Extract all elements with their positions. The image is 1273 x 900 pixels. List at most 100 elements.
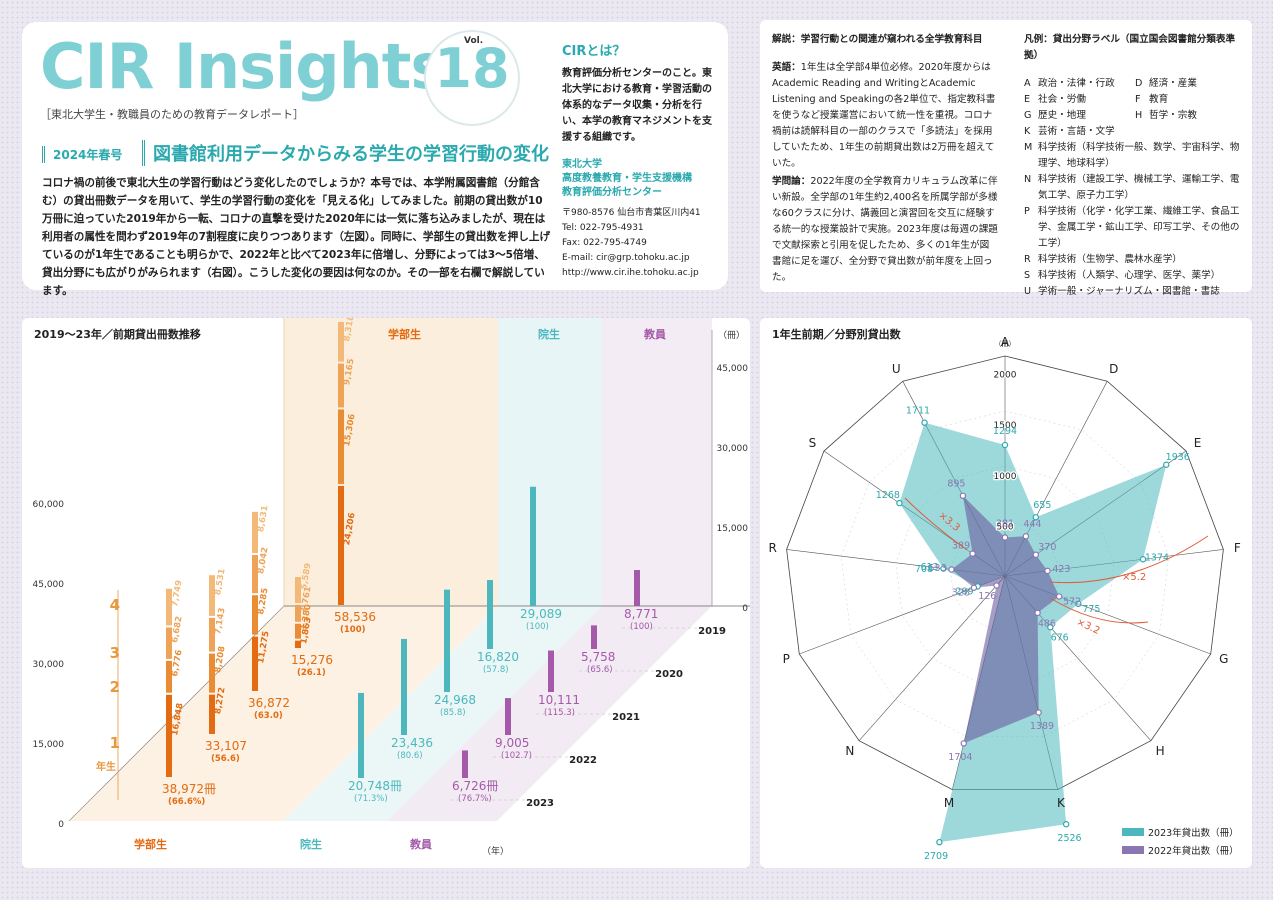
radar-ring-label: 2000	[994, 371, 1017, 381]
radar-axis-label: M	[944, 796, 954, 810]
undergrad-total-label: 15,276	[291, 653, 333, 667]
graduate-total-label: 29,089	[520, 607, 562, 621]
field-radar-chart-title: 1年生前期／分野別貸出数	[772, 328, 901, 341]
english-note: 英語：1年生は全学部4単位必修。2020年度からはAcademic Readin…	[772, 60, 998, 172]
right-axis-tick: 45,000	[717, 364, 749, 374]
radar-axis-label: H	[1156, 744, 1165, 758]
series-2023-point	[921, 419, 928, 426]
left-axis-tick: 45,000	[33, 580, 65, 590]
faculty-total-label: 8,771	[624, 607, 658, 621]
faculty-total-label: 10,111	[538, 693, 580, 707]
graduate-pct-label: (57.8)	[483, 665, 509, 675]
undergrad-stack-bar	[252, 636, 258, 691]
category-row: S 科学技術（人類学、心理学、医学、薬学）	[1024, 268, 1246, 284]
left-axis-tick: 15,000	[33, 740, 65, 750]
radar-ring-label: 1000	[994, 472, 1017, 482]
category-legend-heading: 凡例：貸出分野ラベル（国立国会図書館分類表準拠）	[1024, 34, 1236, 61]
website-link[interactable]: http://www.cir.ihe.tohoku.ac.jp	[562, 268, 699, 278]
category-code: H	[1135, 110, 1143, 121]
graduate-pct-label: (71.3%)	[354, 794, 388, 804]
undergrad-stack-bar	[252, 511, 258, 553]
undergrad-stack-label: 7,143	[213, 607, 228, 635]
undergrad-stack-bar	[295, 604, 301, 622]
undergrad-total-label: 58,536	[334, 610, 376, 624]
category-row: N 科学技術（建設工学、機械工学、運輸工学、電気工学、原子力工学）	[1024, 172, 1246, 204]
faculty-pct-label: (76.7%)	[458, 794, 492, 804]
category-row: P 科学技術（化学・化学工業、繊維工学、食品工学、金属工学・鉱山工学、印写工学、そ…	[1024, 204, 1246, 252]
undergrad-stack-label: 7,749	[170, 579, 185, 607]
series-2022-point	[960, 740, 967, 747]
grade-label: 2	[110, 678, 120, 696]
org-line: 東北大学	[562, 159, 602, 170]
undergrad-stack-label: 8,285	[256, 587, 271, 615]
series-2023-value-label: 775	[1082, 604, 1100, 615]
category-code: U	[1024, 286, 1032, 297]
series-2022-point	[1035, 709, 1042, 716]
radar-axis-label: U	[892, 362, 901, 376]
explanation-column: 解説：学習行動との関連が窺われる全学教育科目 英語：1年生は全学部4単位必修。2…	[772, 32, 998, 286]
series-2023-value-label: 1711	[906, 405, 930, 416]
growth-annotation: ×3.2	[1075, 617, 1102, 637]
radar-axis-label: P	[783, 652, 790, 666]
series-2022-value-label: 370	[1038, 542, 1056, 553]
series-2023-point	[936, 838, 943, 846]
radar-unit-label: （冊）	[995, 340, 1016, 348]
group-label-undergrad-front: 学部生	[134, 837, 167, 851]
series-2023-value-label: 2526	[1057, 833, 1081, 844]
undergrad-stack-bar	[209, 617, 215, 652]
series-2022-value-label: 572	[1063, 596, 1081, 607]
faculty-pct-label: (65.6)	[587, 665, 613, 675]
faculty-bar	[462, 750, 468, 778]
undergrad-stack-label: 8,631	[256, 505, 271, 533]
category-name: 科学技術（科学技術一般、数学、宇宙科学、物理学、地球科学）	[1038, 142, 1240, 169]
year-label: 2023	[526, 798, 554, 809]
organization: 東北大学 高度教養教育・学生支援機構 教育評価分析センター	[562, 158, 722, 200]
english-text: 1年生は全学部4単位必修。2020年度からはAcademic Reading a…	[772, 62, 996, 169]
graduate-total-label: 24,968	[434, 693, 476, 707]
series-2022-point	[1055, 593, 1063, 600]
category-row: K 芸術・言語・文学	[1024, 124, 1246, 140]
radar-axis-label: F	[1234, 541, 1241, 555]
undergrad-stack-label: 1,863	[299, 617, 314, 645]
contact-info: 〒980-8576 仙台市青葉区川内41 Tel: 022-795-4931 F…	[562, 206, 732, 281]
legend-swatch-2023	[1122, 828, 1144, 836]
graduate-bar	[358, 692, 364, 778]
growth-arrow	[904, 497, 968, 551]
radar-axis-label: R	[769, 541, 777, 555]
faculty-pct-label: (115.3)	[544, 708, 575, 718]
group-label-faculty-front: 教員	[409, 837, 432, 851]
legend-label-2023: 2023年貸出数（冊）	[1148, 827, 1239, 839]
left-axis-tick: 30,000	[33, 660, 65, 670]
undergrad-stack-bar	[338, 409, 344, 484]
undergrad-pct-label: (66.6%)	[168, 797, 205, 807]
undergrad-stack-label: 8,318	[342, 318, 357, 342]
gakumon-label: 学問論：	[772, 176, 811, 187]
series-2022-value-label: 328	[952, 588, 970, 599]
right-axis-tick: 15,000	[717, 524, 749, 534]
radar-ring-label: 1500	[994, 421, 1017, 431]
field-radar-chart-panel: 1年生前期／分野別貸出数 500 1000 1500 2000 （冊） A D E F G H K M N…	[760, 318, 1252, 868]
category-name: 科学技術（人類学、心理学、医学、薬学）	[1038, 270, 1221, 281]
radar-axis-label: S	[809, 436, 817, 450]
category-name: 政治・法律・行政	[1038, 78, 1115, 89]
category-name: 科学技術（建設工学、機械工学、運輸工学、電気工学、原子力工学）	[1038, 174, 1240, 201]
series-2022-value-label: 533	[928, 563, 946, 574]
series-2023-value-label: 1268	[876, 490, 900, 501]
report-title: CIR Insights	[40, 30, 447, 103]
series-2023-value-label: 1936	[1166, 452, 1190, 463]
graduate-bar	[530, 486, 536, 606]
series-2023-value-label: 708	[915, 564, 933, 575]
address: 〒980-8576 仙台市青葉区川内41	[562, 208, 701, 218]
graduate-total-label: 16,820	[477, 650, 519, 664]
growth-arrow	[1049, 597, 1149, 624]
graduate-pct-label: (85.8)	[440, 708, 466, 718]
series-2022-point	[948, 566, 955, 573]
email-link[interactable]: E-mail: cir@grp.tohoku.ac.jp	[562, 253, 690, 263]
category-code: D	[1135, 78, 1143, 89]
category-name: 芸術・言語・文学	[1038, 126, 1115, 137]
series-2022-area	[951, 495, 1060, 744]
series-2023-value-label: 613	[920, 562, 938, 573]
legend-swatch-2022	[1122, 846, 1144, 854]
undergrad-stack-bar	[209, 653, 215, 693]
